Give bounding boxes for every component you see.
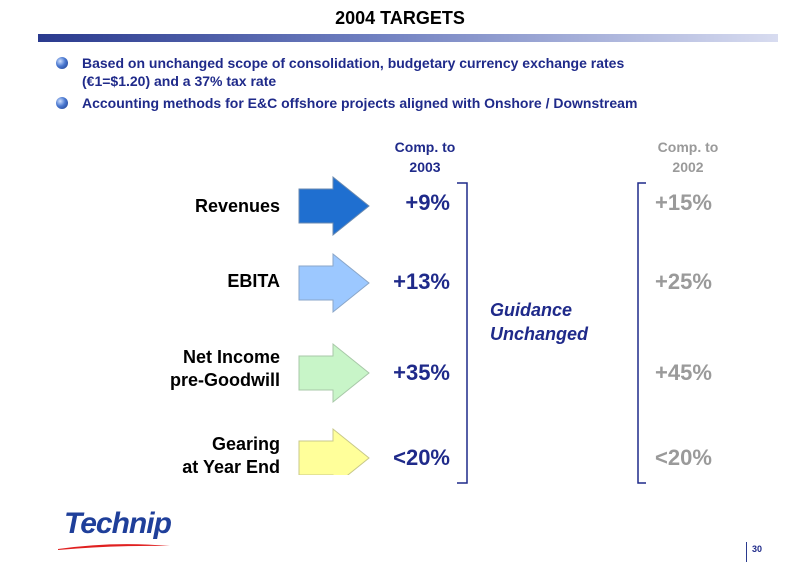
row-label-text: pre-Goodwill xyxy=(170,370,280,390)
row-label-text: Revenues xyxy=(194,196,280,216)
value-2003-revenues: +9% xyxy=(405,190,450,215)
column-header-line: Comp. to xyxy=(657,139,719,155)
page-divider xyxy=(746,542,747,562)
column-header-line: Comp. to xyxy=(394,139,456,155)
bullet-icon xyxy=(56,97,68,109)
row-label-text: Gearing xyxy=(211,434,280,454)
value-2003-gearing: <20% xyxy=(393,445,450,470)
value-2002-gearing: <20% xyxy=(655,445,712,470)
bracket-right xyxy=(457,182,468,484)
value-2002-revenues: +15% xyxy=(655,190,712,215)
row-label-revenues: Revenues xyxy=(10,195,280,218)
bullet-text: Accounting methods for E&C offshore proj… xyxy=(82,95,638,111)
row-label-ebita: EBITA xyxy=(10,270,280,293)
row-label-text: Net Income xyxy=(182,347,280,367)
value-2003-ebita: +13% xyxy=(393,269,450,294)
value-2003-net-income: +35% xyxy=(393,360,450,385)
column-header-comp-2002: Comp. to 2002 xyxy=(638,137,738,177)
page-number: 30 xyxy=(752,544,763,554)
arrow-net-income-icon xyxy=(298,342,370,404)
arrow-ebita-icon xyxy=(298,252,370,314)
column-header-line: 2003 xyxy=(409,159,441,175)
bullet-text: Based on unchanged scope of consolidatio… xyxy=(82,55,625,71)
column-header-line: 2002 xyxy=(672,159,704,175)
guidance-text: Guidance xyxy=(490,300,573,320)
row-label-text: at Year End xyxy=(182,457,280,477)
logo-swoosh-icon xyxy=(58,544,170,550)
arrow-revenues-icon xyxy=(298,175,370,237)
row-label-text: EBITA xyxy=(227,271,280,291)
bullet-text-continued: (€1=$1.20) and a 37% tax rate xyxy=(82,73,277,89)
slide-title: 2004 TARGETS xyxy=(335,8,465,28)
arrow-gearing-icon xyxy=(298,427,370,475)
column-header-comp-2003: Comp. to 2003 xyxy=(375,137,475,177)
row-label-net-income: Net Income pre-Goodwill xyxy=(10,346,280,392)
arrows-graphic xyxy=(298,175,370,475)
row-label-gearing: Gearing at Year End xyxy=(10,433,280,479)
guidance-note: Guidance Unchanged xyxy=(490,298,588,346)
bracket-left xyxy=(637,182,646,484)
value-2002-ebita: +25% xyxy=(655,269,712,294)
value-2002-net-income: +45% xyxy=(655,360,712,385)
bullet-icon xyxy=(56,57,68,69)
title-rule xyxy=(38,34,778,42)
technip-logo: Technip xyxy=(64,507,172,540)
guidance-text: Unchanged xyxy=(490,324,589,344)
